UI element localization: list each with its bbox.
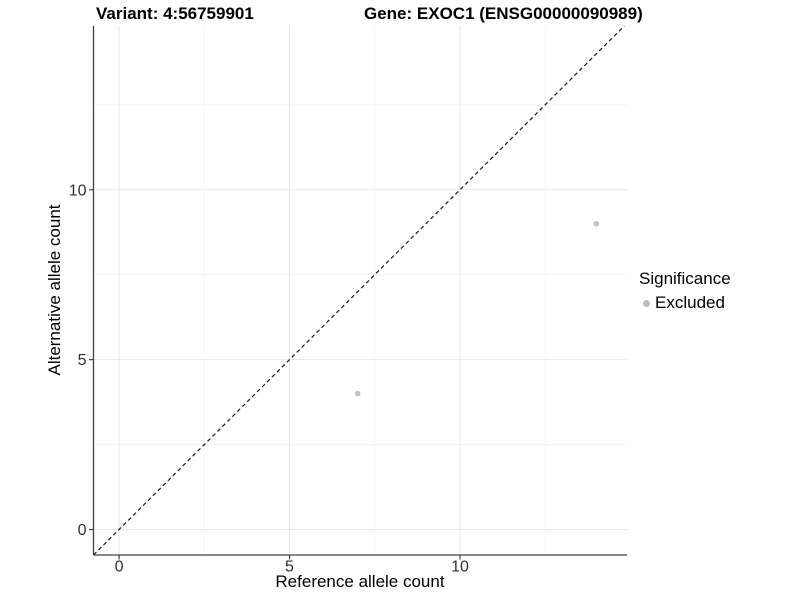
gene-title: Gene: EXOC1 (ENSG00000090989) (364, 4, 643, 23)
legend: Significance Excluded (639, 269, 731, 313)
y-tick-label: 10 (69, 182, 87, 199)
y-tick-label: 5 (78, 352, 87, 369)
x-tick-label: 10 (451, 559, 469, 576)
y-tick-label: 0 (78, 522, 87, 539)
y-axis-title: Alternative allele count (45, 204, 64, 376)
x-tick-label: 5 (285, 559, 294, 576)
identity-dashed-line (93, 25, 625, 556)
excluded-point-marker (643, 299, 650, 307)
x-axis-title: Reference allele count (275, 572, 445, 591)
legend-item-label: Excluded (655, 293, 725, 312)
x-tick-label: 0 (115, 559, 124, 576)
data-point (593, 220, 600, 227)
legend-item-excluded: Excluded (639, 293, 731, 313)
data-point (354, 390, 361, 397)
legend-title: Significance (639, 269, 731, 288)
variant-title: Variant: 4:56759901 (96, 4, 254, 23)
